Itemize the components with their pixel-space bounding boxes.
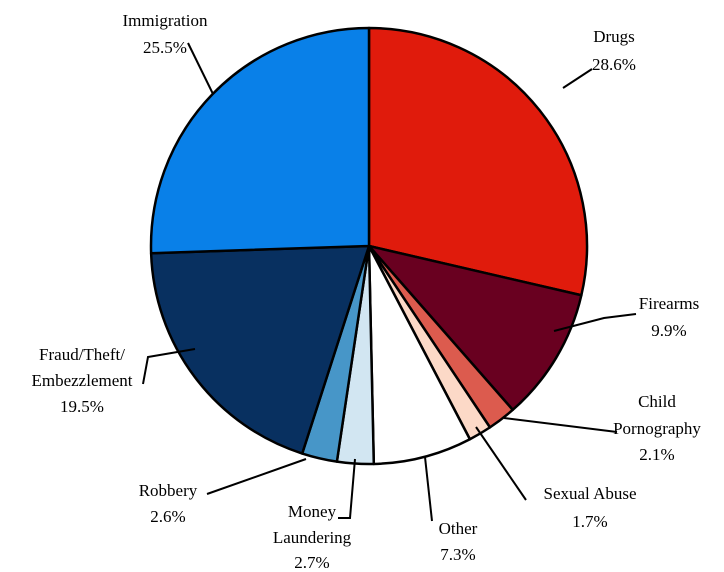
slice-label-robbery: Robbery: [139, 481, 198, 500]
leader-line-other: [424, 456, 433, 522]
leader-lines: [142, 42, 637, 522]
slice-percent-firearms: 9.9%: [651, 321, 686, 340]
pie-slice-firearms: [367, 244, 583, 412]
slice-labels: Drugs 28.6% Firearms 9.9% Child Pornography 2.…: [31, 11, 701, 572]
slice-label-immigration: Immigration: [123, 11, 208, 30]
slice-percent-sexual-abuse: 1.7%: [572, 512, 607, 531]
slice-percent-child-pornography: 2.1%: [639, 445, 674, 464]
slice-label-fraud-theft-embezzlement: Embezzlement: [31, 371, 132, 390]
slice-percent-other: 7.3%: [440, 545, 475, 564]
leader-line-drugs: [562, 68, 593, 89]
slice-label-fraud-theft-embezzlement: Fraud/Theft/: [39, 345, 125, 364]
pie-slice-fraud-theft-embezzlement: [149, 244, 371, 455]
slice-label-child-pornography: Child: [638, 392, 676, 411]
slice-label-sexual-abuse: Sexual Abuse: [543, 484, 636, 503]
pie-slice-drugs: [367, 26, 589, 297]
leader-line-fraud-theft-embezzlement: [142, 348, 196, 385]
leader-line-sexual-abuse: [475, 426, 527, 501]
leader-line-robbery: [206, 458, 307, 495]
slice-percent-immigration: 25.5%: [143, 38, 187, 57]
slice-label-drugs: Drugs: [593, 27, 635, 46]
slice-percent-money-laundering: 2.7%: [294, 553, 329, 572]
slice-label-firearms: Firearms: [639, 294, 699, 313]
slice-label-child-pornography: Pornography: [613, 419, 701, 438]
leader-line-firearms: [553, 313, 637, 332]
pie-slices: [149, 26, 589, 466]
slice-percent-robbery: 2.6%: [150, 507, 185, 526]
slice-label-money-laundering: Laundering: [273, 528, 352, 547]
leader-line-child-pornography: [503, 417, 618, 433]
slice-label-other: Other: [439, 519, 478, 538]
pie-slice-other: [367, 244, 472, 466]
slice-percent-drugs: 28.6%: [592, 55, 636, 74]
pie-slice-immigration: [149, 26, 371, 255]
leader-line-money-laundering: [338, 458, 356, 519]
slice-label-money-laundering: Money: [288, 502, 337, 521]
slice-percent-fraud-theft-embezzlement: 19.5%: [60, 397, 104, 416]
leader-line-immigration: [187, 42, 214, 95]
